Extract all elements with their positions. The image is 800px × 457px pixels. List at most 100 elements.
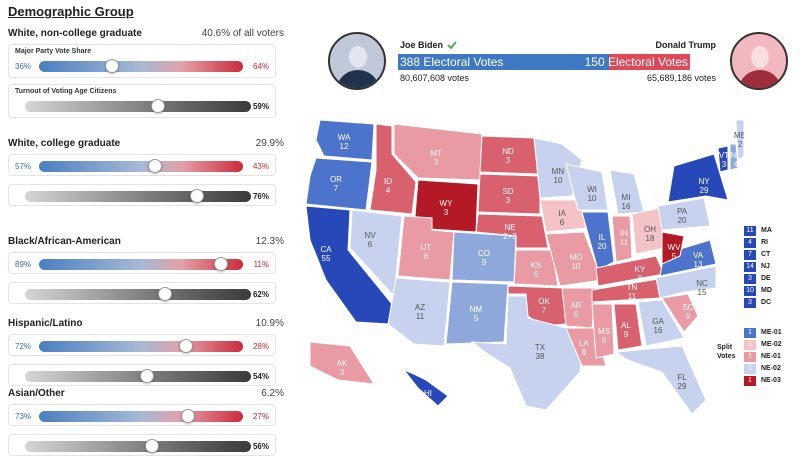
state-wa[interactable] (315, 119, 375, 161)
group-share: 12.3% (255, 236, 284, 247)
legend-state-name: DE (761, 275, 771, 282)
state-ev-label: 6 (368, 240, 373, 249)
state-sc[interactable] (661, 293, 699, 333)
state-abbr-label: VT (719, 151, 729, 160)
state-ev-label: 9 (482, 258, 487, 267)
vote-share-track[interactable] (39, 59, 243, 73)
legend-state-name: NE-02 (761, 365, 781, 372)
legend-ev-chip: 14 (744, 262, 756, 272)
turnout-knob[interactable] (140, 369, 155, 383)
trump-avatar (730, 32, 788, 90)
turnout-track[interactable] (25, 369, 251, 383)
turnout-track[interactable] (25, 99, 251, 113)
state-hi[interactable] (402, 368, 449, 407)
state-ev-label: 6 (534, 270, 539, 279)
results-header: Joe Biden Donald Trump 388 Electoral Vot… (328, 30, 788, 94)
turnout-slider: 62% (8, 282, 276, 304)
map-svg: WA12OR7CA55NV6ID4MT3WY3UT6AZ11CO9NM5ND3S… (305, 119, 744, 415)
vote-share-track[interactable] (39, 409, 243, 423)
dem-share-value: 89% (15, 260, 32, 269)
state-ev-label: 3 (434, 158, 439, 167)
dem-share-value: 73% (15, 412, 32, 421)
turnout-knob[interactable] (158, 287, 173, 301)
state-id[interactable] (369, 123, 417, 215)
state-ak[interactable] (309, 341, 375, 385)
state-ny[interactable] (667, 153, 729, 203)
state-abbr-label: CO (478, 249, 490, 258)
turnout-track[interactable] (25, 439, 251, 453)
turnout-slider: 76% (8, 184, 276, 206)
turnout-knob[interactable] (144, 439, 159, 453)
turnout-knob[interactable] (151, 99, 166, 113)
group-header: White, college graduate 29.9% (8, 138, 284, 152)
group-name: Hispanic/Latino (8, 318, 83, 329)
state-fl[interactable] (614, 345, 707, 415)
state-ev-label: 3 (340, 368, 345, 377)
state-in[interactable] (611, 215, 633, 263)
vote-share-track[interactable] (39, 257, 243, 271)
state-ev-label: 55 (322, 254, 331, 263)
state-ga[interactable] (637, 299, 685, 347)
state-nc[interactable] (655, 265, 717, 299)
state-mt[interactable] (393, 123, 483, 181)
vote-share-knob[interactable] (148, 159, 163, 173)
state-nm[interactable] (445, 281, 509, 345)
state-il[interactable] (581, 211, 615, 271)
vote-share-track[interactable] (39, 339, 243, 353)
state-or[interactable] (305, 157, 373, 211)
state-abbr-label: WI (587, 185, 597, 194)
trump-ev-label: 150 Electoral Votes (584, 55, 688, 69)
state-me[interactable] (735, 119, 744, 161)
state-abbr-label: MT (430, 149, 442, 158)
state-abbr-label: IA (558, 209, 566, 218)
state-ev-label: 38 (536, 352, 545, 361)
turnout-track[interactable] (25, 189, 251, 203)
state-sd[interactable] (477, 173, 541, 215)
state-ev-label: 6 (574, 310, 579, 319)
state-ev-label: 5 (672, 252, 677, 261)
state-va[interactable] (659, 239, 717, 277)
state-ev-label: 20 (678, 216, 687, 225)
group-header: White, non-college graduate 40.6% of all … (8, 28, 284, 42)
state-pa[interactable] (657, 197, 711, 231)
state-al[interactable] (613, 303, 643, 351)
turnout-knob[interactable] (189, 189, 204, 203)
state-abbr-label: NH (730, 151, 742, 160)
state-abbr-label: HI (424, 389, 432, 398)
legend-ev-chip: 11 (744, 226, 756, 236)
state-ev-label: 11 (416, 312, 425, 321)
legend-state-name: MD (761, 287, 772, 294)
state-abbr-label: AK (337, 359, 348, 368)
group-header: Hispanic/Latino 10.9% (8, 318, 284, 332)
vote-share-knob[interactable] (180, 409, 195, 423)
state-abbr-label: WA (338, 133, 351, 142)
state-ev-label: 18 (646, 234, 655, 243)
vote-share-track[interactable] (39, 159, 243, 173)
state-wi[interactable] (565, 163, 609, 211)
state-abbr-label: TN (627, 283, 638, 292)
turnout-label: Turnout of Voting Age Citizens (15, 88, 117, 95)
state-nh[interactable] (729, 143, 739, 171)
state-ev-label: 29 (700, 186, 709, 195)
rep-share-value: 28% (252, 342, 269, 351)
state-ev-label: 3 (444, 208, 449, 217)
state-vt[interactable] (717, 145, 729, 173)
state-abbr-label: ND (502, 147, 514, 156)
state-ne[interactable] (475, 213, 549, 249)
split-votes-legend: 1 ME-01 1 ME-02 1 NE-01 1 NE-02 1 NE-03 (744, 328, 800, 388)
state-tx[interactable] (470, 295, 583, 411)
vote-share-knob[interactable] (213, 257, 228, 271)
state-ms[interactable] (591, 303, 615, 359)
state-ev-label: 6 (424, 252, 429, 261)
legend-row: 1 NE-03 (744, 376, 800, 386)
state-ks[interactable] (513, 249, 559, 287)
panel-title: Demographic Group (8, 4, 134, 19)
vote-share-knob[interactable] (178, 339, 193, 353)
state-wv[interactable] (661, 231, 685, 265)
dem-share-value: 36% (15, 62, 32, 71)
turnout-track[interactable] (25, 287, 251, 301)
state-az[interactable] (387, 277, 451, 347)
state-abbr-label: MN (552, 167, 565, 176)
vote-share-knob[interactable] (105, 59, 120, 73)
state-ev-label: 6 (602, 336, 607, 345)
